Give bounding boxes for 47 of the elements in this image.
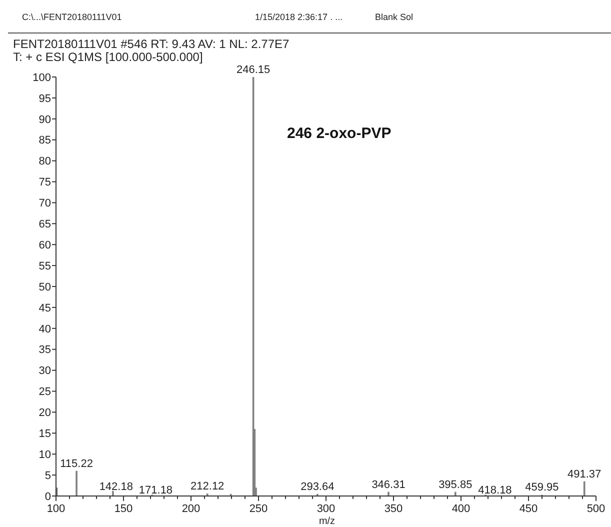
y-tick-label: 45 — [38, 302, 51, 314]
text: 1/15/2018 2:36:17 . ... — [255, 12, 343, 22]
x-tick-label: 400 — [452, 503, 470, 515]
y-tick-label: 0 — [44, 490, 51, 503]
y-tick-label: 75 — [38, 176, 51, 189]
annotation: 246 2-oxo-PVP — [287, 125, 392, 142]
y-tick-label: 95 — [38, 92, 51, 105]
annotation: 395.85 — [438, 478, 472, 491]
y-tick-label: 30 — [38, 365, 51, 378]
y-tick-label: 85 — [38, 134, 51, 147]
y-tick-label: 90 — [38, 114, 51, 126]
x-tick-label: 200 — [182, 503, 200, 515]
y-tick-label: 35 — [38, 344, 51, 356]
text: Blank Sol — [375, 12, 414, 22]
x-tick-label: 450 — [519, 503, 538, 515]
y-tick-label: 20 — [38, 407, 51, 420]
x-tick-label: 350 — [384, 503, 403, 515]
x-tick-label: 300 — [316, 503, 336, 515]
annotation: 491.37 — [568, 468, 602, 480]
annotation: 459.95 — [525, 482, 559, 494]
y-tick-label: 60 — [38, 239, 51, 252]
y-tick-label: 5 — [44, 470, 51, 482]
y-tick-label: 100 — [32, 72, 51, 84]
chart-title: FENT20180111V01 #546 RT: 9.43 AV: 1 NL: 2.77E7 — [13, 37, 290, 51]
annotation: 246.15 — [236, 64, 270, 76]
y-tick-label: 55 — [38, 260, 51, 272]
y-tick-label: 80 — [38, 156, 51, 168]
annotation: 418.18 — [478, 484, 512, 497]
annotation: 293.64 — [300, 480, 334, 493]
annotation: 115.22 — [60, 458, 93, 470]
annotation: 346.31 — [372, 478, 406, 491]
annotation: 142.18 — [99, 480, 133, 493]
y-tick-label: 40 — [38, 323, 51, 336]
y-tick-label: 15 — [38, 428, 51, 440]
y-tick-label: 10 — [38, 448, 51, 461]
y-tick-label: 50 — [38, 281, 51, 294]
x-axis-title: m/z — [318, 516, 336, 527]
x-tick-label: 150 — [114, 503, 133, 515]
x-tick-label: 250 — [249, 503, 268, 515]
text: C:\...\FENT20180111V01 — [22, 12, 122, 22]
annotation: 212.12 — [190, 480, 224, 492]
x-tick-label: 500 — [586, 503, 606, 515]
annotation: 171.18 — [138, 484, 173, 497]
chart-subtitle: T: + c ESI Q1MS [100.000-500.000] — [13, 50, 203, 64]
y-tick-label: 65 — [38, 218, 51, 230]
y-tick-label: 25 — [38, 386, 51, 398]
y-tick-label: 70 — [38, 198, 51, 210]
